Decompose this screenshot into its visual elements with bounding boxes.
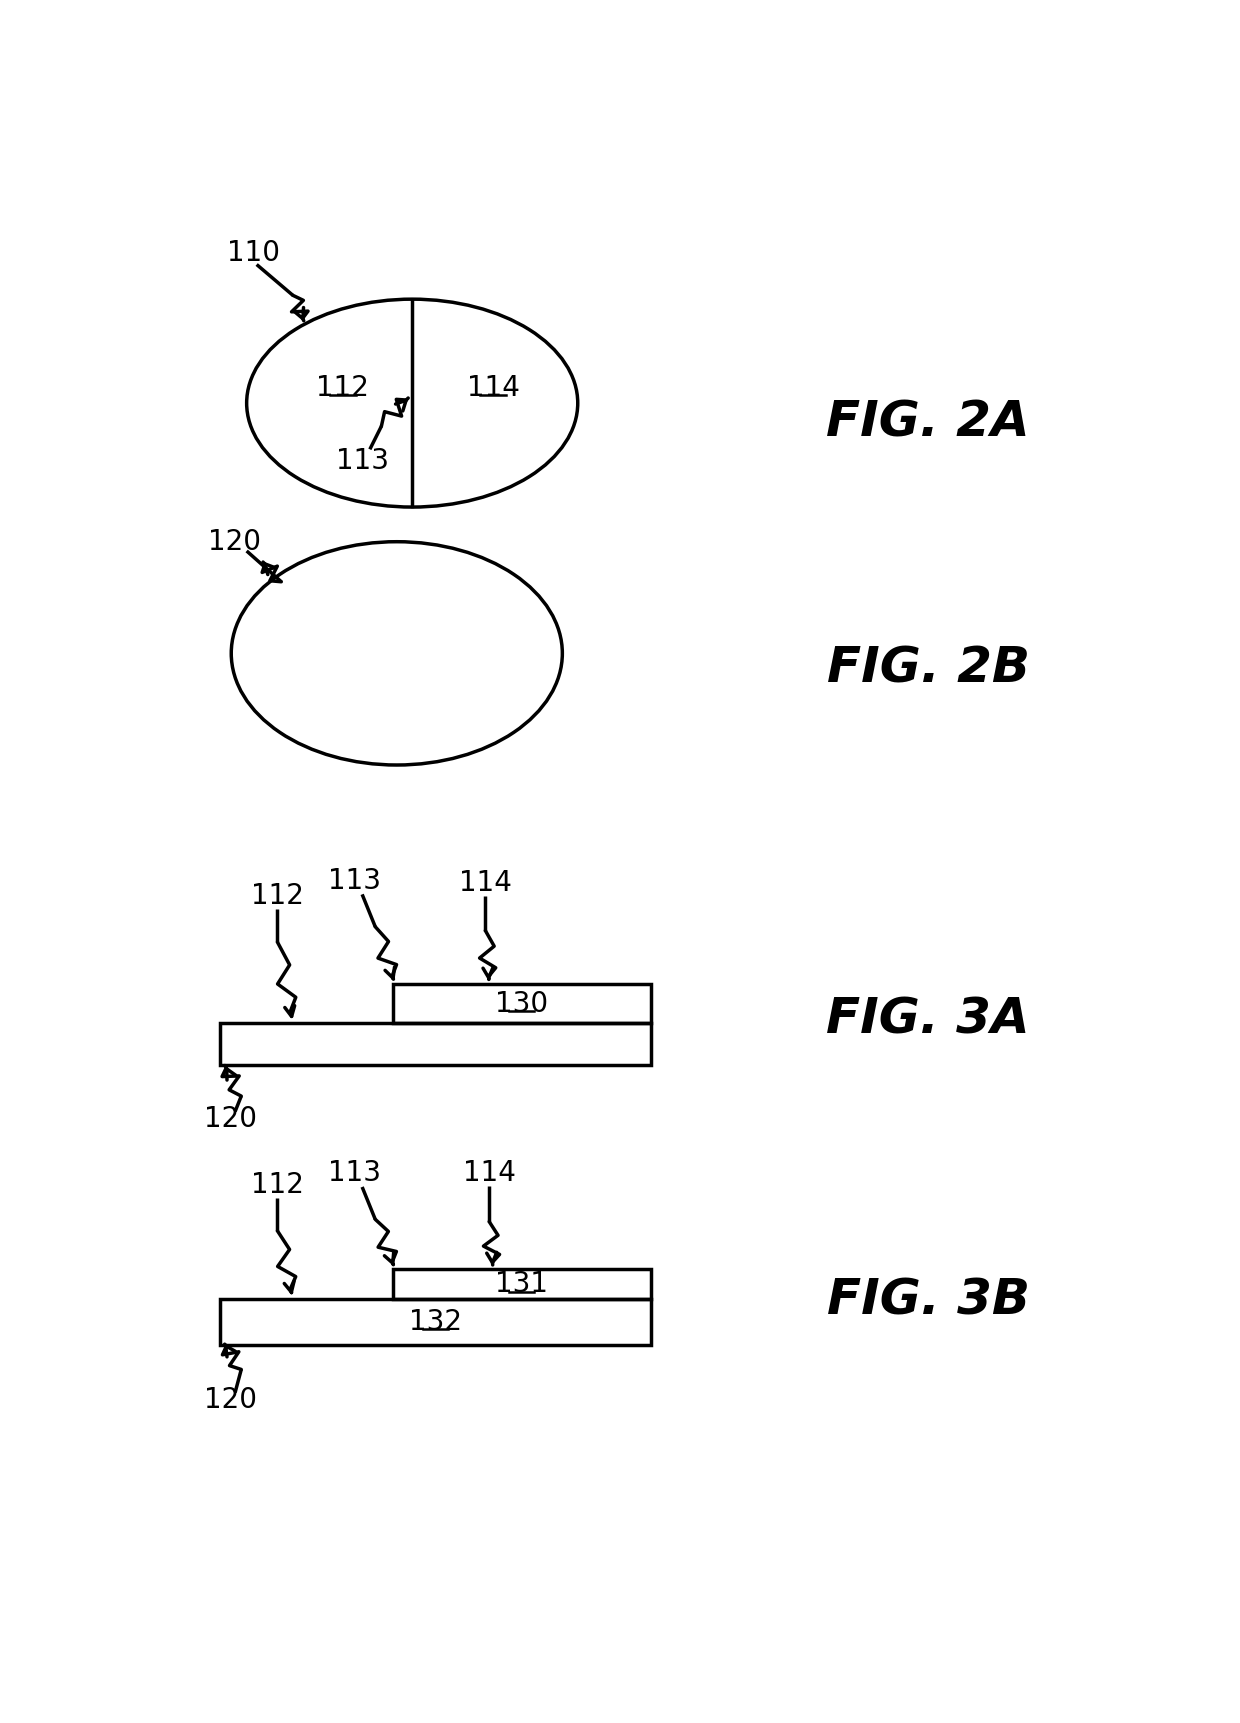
Text: 132: 132 bbox=[409, 1308, 461, 1335]
Text: FIG. 3B: FIG. 3B bbox=[827, 1277, 1029, 1325]
Text: 120: 120 bbox=[205, 1104, 257, 1134]
Text: 114: 114 bbox=[463, 1160, 516, 1187]
Text: 120: 120 bbox=[208, 527, 262, 557]
Text: 112: 112 bbox=[250, 1170, 304, 1199]
Text: 112: 112 bbox=[250, 882, 304, 910]
Text: 110: 110 bbox=[227, 239, 280, 267]
Text: 130: 130 bbox=[495, 989, 548, 1018]
Text: 114: 114 bbox=[466, 374, 520, 401]
Text: 113: 113 bbox=[336, 446, 388, 476]
Text: 131: 131 bbox=[495, 1270, 548, 1297]
Text: 120: 120 bbox=[205, 1387, 257, 1415]
Text: FIG. 3A: FIG. 3A bbox=[826, 996, 1030, 1042]
Text: 114: 114 bbox=[459, 868, 512, 896]
Text: FIG. 2B: FIG. 2B bbox=[827, 644, 1029, 693]
Text: 113: 113 bbox=[327, 1160, 381, 1187]
Text: 112: 112 bbox=[316, 374, 370, 401]
Text: 113: 113 bbox=[327, 867, 381, 894]
Text: FIG. 2A: FIG. 2A bbox=[826, 398, 1030, 446]
